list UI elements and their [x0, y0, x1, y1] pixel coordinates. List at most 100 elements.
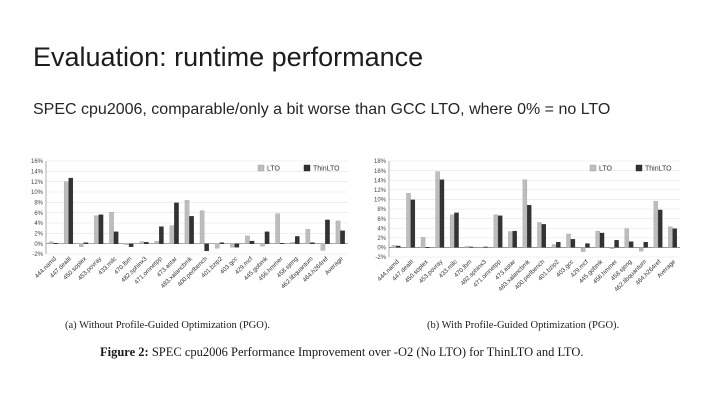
bar-lto — [199, 210, 205, 244]
y-tick-label: 10% — [374, 198, 387, 204]
bar-lto — [653, 201, 659, 248]
legend-swatch-lto — [589, 164, 597, 172]
bar-thinlto — [68, 177, 74, 244]
bar-lto — [109, 212, 114, 244]
y-tick-label: -2% — [375, 255, 386, 261]
bar-thinlto — [310, 242, 315, 244]
bar-lto — [566, 233, 571, 248]
y-tick-label: 12% — [31, 180, 44, 186]
bar-lto — [260, 243, 265, 247]
bar-thinlto — [234, 243, 240, 248]
bar-lto — [48, 241, 54, 244]
bar-lto — [522, 179, 528, 248]
bar-lto — [639, 247, 644, 252]
y-tick-label: 6% — [377, 217, 386, 223]
y-tick-label: 2% — [377, 236, 386, 242]
legend-label-thinlto: ThinLTO — [645, 166, 672, 173]
bar-lto — [537, 222, 542, 248]
bar-thinlto — [144, 241, 149, 244]
bar-lto — [595, 230, 600, 248]
y-tick-label: 16% — [31, 159, 44, 165]
bar-thinlto — [541, 224, 546, 248]
bar-lto — [320, 243, 326, 251]
bar-lto — [305, 229, 311, 244]
chart-with-pgo: -2%0%2%4%6%8%10%12%14%16%18%444.namd447.… — [374, 159, 680, 293]
bar-thinlto — [53, 243, 58, 244]
bar-lto — [154, 240, 160, 244]
bar-thinlto — [643, 241, 648, 248]
bar-lto — [391, 245, 397, 248]
slide-title: Evaluation: runtime performance — [33, 42, 424, 72]
bar-lto — [464, 246, 469, 248]
y-tick-label: 6% — [34, 211, 43, 217]
y-tick-label: 0% — [377, 246, 386, 252]
bar-lto — [508, 231, 513, 248]
bar-thinlto — [570, 239, 576, 248]
y-tick-label: -2% — [32, 252, 43, 258]
bar-thinlto — [497, 215, 503, 248]
bar-lto — [580, 247, 586, 252]
bar-thinlto — [294, 236, 300, 244]
bar-thinlto — [219, 242, 225, 244]
y-tick-label: 10% — [31, 190, 44, 196]
bar-thinlto — [279, 243, 285, 244]
figure-caption: Figure 2: SPEC cpu2006 Performance Impro… — [100, 345, 584, 360]
bar-thinlto — [672, 228, 677, 248]
caption-with-pgo: (b) With Profile-Guided Optimization (PG… — [427, 320, 620, 331]
bar-lto — [610, 247, 615, 249]
bar-lto — [435, 171, 440, 248]
bar-lto — [184, 200, 190, 244]
legend-swatch-lto — [257, 164, 265, 172]
bar-lto — [245, 235, 250, 244]
bar-lto — [290, 241, 295, 244]
bar-thinlto — [249, 240, 255, 244]
bar-thinlto — [454, 212, 459, 248]
slide-subtitle: SPEC cpu2006, comparable/only a bit wors… — [33, 101, 611, 118]
bar-lto — [94, 215, 99, 244]
bar-thinlto — [396, 245, 401, 248]
bar-thinlto — [128, 243, 134, 247]
bar-thinlto — [556, 241, 561, 248]
bar-thinlto — [204, 243, 209, 252]
bar-lto — [493, 214, 498, 248]
bar-thinlto — [113, 231, 119, 244]
y-tick-label: 12% — [374, 188, 387, 194]
y-tick-label: 8% — [377, 207, 386, 213]
bar-lto — [551, 244, 557, 248]
bar-thinlto — [512, 230, 517, 248]
bar-thinlto — [614, 240, 619, 248]
bar-lto — [79, 243, 84, 247]
caption-without-pgo: (a) Without Profile-Guided Optimization … — [65, 320, 270, 331]
bar-lto — [124, 243, 129, 245]
bar-thinlto — [189, 216, 194, 244]
bar-thinlto — [658, 209, 663, 248]
bar-thinlto — [527, 205, 532, 248]
bar-lto — [230, 243, 235, 248]
y-tick-label: 2% — [34, 232, 43, 238]
bar-lto — [335, 220, 341, 244]
bar-lto — [406, 193, 411, 248]
bar-lto — [668, 226, 673, 248]
legend-swatch-thinlto — [303, 164, 311, 172]
figure-label: Figure 2: — [100, 345, 149, 359]
bar-lto — [169, 225, 175, 244]
y-tick-label: 16% — [374, 169, 387, 175]
legend-label-lto: LTO — [599, 166, 613, 173]
y-tick-label: 14% — [31, 170, 44, 176]
bar-thinlto — [439, 179, 445, 248]
bar-lto — [449, 214, 455, 248]
y-tick-label: 0% — [34, 242, 43, 248]
y-tick-label: 18% — [374, 159, 387, 165]
legend-label-lto: LTO — [267, 166, 281, 173]
legend-label-thinlto: ThinLTO — [313, 166, 340, 173]
figure-caption-text: SPEC cpu2006 Performance Improvement ove… — [148, 345, 584, 359]
bar-thinlto — [159, 226, 164, 244]
bar-lto — [63, 181, 69, 244]
bar-thinlto — [340, 230, 345, 244]
bar-thinlto — [585, 243, 590, 248]
bar-thinlto — [98, 214, 104, 244]
bar-thinlto — [628, 241, 634, 248]
y-tick-label: 4% — [377, 226, 386, 232]
bar-lto — [139, 241, 145, 244]
chart-without-pgo: -2%0%2%4%6%8%10%12%14%16%444.namd447.dea… — [31, 159, 348, 290]
